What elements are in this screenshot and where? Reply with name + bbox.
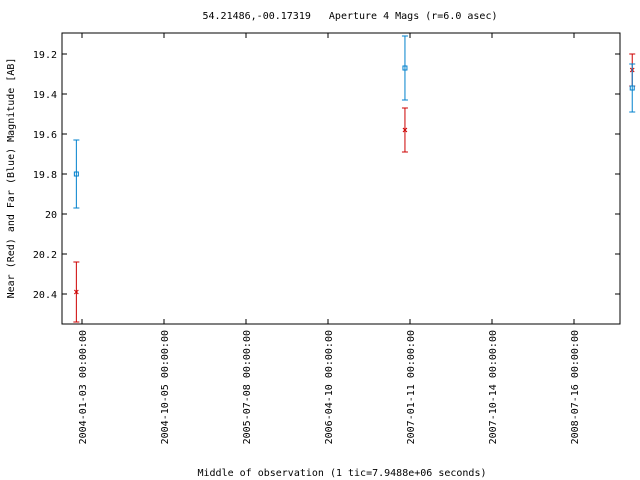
chart-title: 54.21486,-00.17319 Aperture 4 Mags (r=6.… [202,11,497,22]
series-far-blue [73,35,636,209]
y-tick-label: 19.2 [33,50,57,61]
x-tick-label: 2004-10-05 00:00:00 [160,330,171,444]
data-point-square-marker [629,85,635,91]
y-tick-label: 20.4 [33,290,57,301]
y-axis: 19.2 19.4 19.6 19.8 20 20.2 20.4 [33,50,620,301]
x-tick-label: 2004-01-03 00:00:00 [78,330,89,444]
data-layer [73,35,636,323]
x-tick-label: 2007-10-14 00:00:00 [488,330,499,444]
x-tick-label: 2006-04-10 00:00:00 [324,330,335,444]
data-point-square-marker [73,171,79,177]
y-tick-label: 19.6 [33,130,57,141]
y-tick-label: 19.4 [33,90,57,101]
data-point-x-marker [402,127,408,133]
plot-frame [61,32,621,325]
x-tick-label: 2005-07-08 00:00:00 [242,330,253,444]
x-tick-label: 2007-01-11 00:00:00 [406,330,417,444]
series-near-red [73,53,636,323]
x-axis: 2004-01-03 00:00:00 2004-10-05 00:00:00 20… [78,33,581,444]
x-tick-label: 2008-07-16 00:00:00 [570,330,581,444]
y-tick-label: 20.2 [33,250,57,261]
x-axis-label: Middle of observation (1 tic=7.9488e+06 … [198,468,487,479]
data-point-square-marker [402,65,408,71]
y-tick-label: 19.8 [33,170,57,181]
y-tick-label: 20 [45,210,57,221]
y-axis-label: Near (Red) and Far (Blue) Magnitude [AB] [6,58,17,299]
data-point-x-marker [74,289,79,295]
